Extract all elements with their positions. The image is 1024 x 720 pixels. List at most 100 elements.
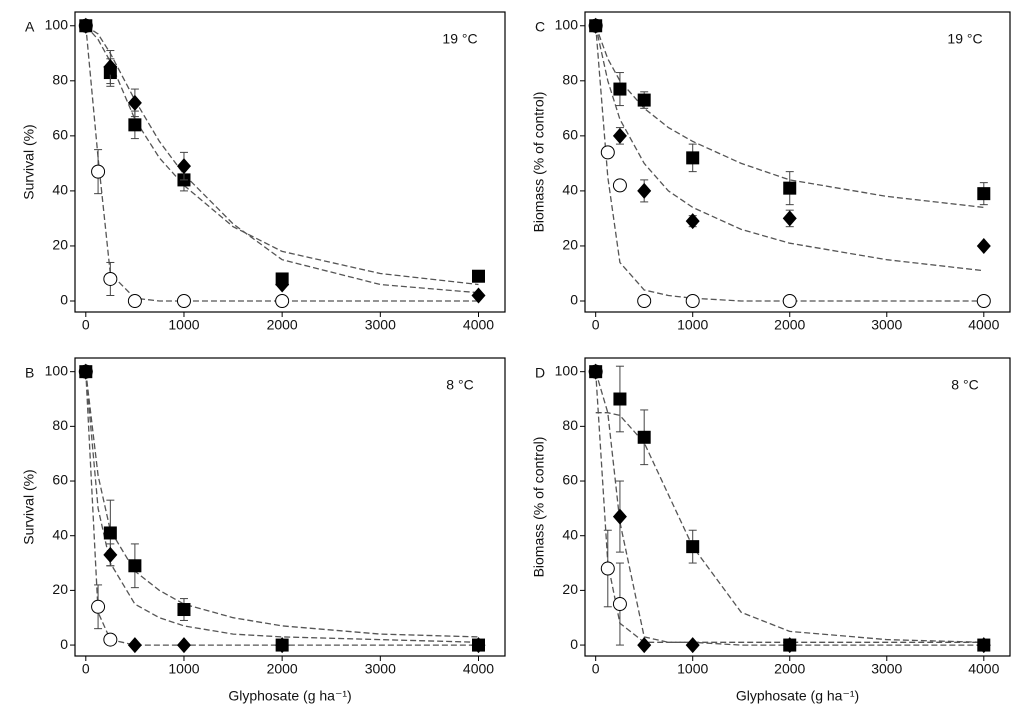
diamond-marker	[127, 94, 142, 111]
diamond-marker	[612, 127, 627, 144]
circle-marker	[782, 293, 797, 308]
y-tick-label: 40	[562, 526, 578, 542]
x-tick-label: 3000	[365, 661, 396, 677]
y-axis-label: Survival (%)	[21, 469, 37, 544]
diamond-marker	[588, 363, 603, 380]
x-axis-label: Glyphosate (g ha⁻¹)	[736, 688, 859, 704]
panel: 0 1000 2000 3000 4000 0 20 40 60 80 100 C 19 °C Bioma…	[531, 11, 1011, 333]
circle-marker	[91, 164, 106, 179]
x-tick-label: 1000	[168, 661, 199, 677]
diamond-marker	[176, 158, 191, 175]
y-tick-label: 0	[570, 636, 578, 652]
square-marker	[637, 430, 651, 444]
y-tick-label: 100	[45, 362, 69, 378]
y-tick-label: 20	[52, 581, 68, 597]
y-axis-label: Biomass (% of control)	[531, 437, 547, 578]
plot-frame	[74, 357, 506, 657]
circle-marker	[976, 293, 991, 308]
x-tick-label: 1000	[677, 317, 708, 333]
square-marker	[686, 151, 700, 165]
square-marker	[977, 187, 991, 201]
fit-curve	[85, 25, 479, 294]
square-marker	[637, 93, 651, 107]
x-tick-label: 3000	[365, 317, 396, 333]
plot-frame	[584, 11, 1011, 313]
x-tick-label: 0	[592, 317, 600, 333]
x-tick-label: 2000	[774, 317, 805, 333]
y-axis-label: Survival (%)	[21, 124, 37, 199]
diamond-marker	[78, 17, 93, 34]
square-marker	[471, 269, 485, 283]
circle-marker	[685, 293, 700, 308]
y-tick-label: 0	[570, 292, 578, 308]
diamond-marker	[782, 210, 797, 227]
fit-curve	[85, 371, 479, 646]
y-axis-label: Biomass (% of control)	[531, 92, 547, 233]
diamond-marker	[588, 17, 603, 34]
y-tick-label: 80	[52, 417, 68, 433]
y-tick-label: 0	[60, 636, 68, 652]
y-tick-label: 100	[555, 16, 579, 32]
square-marker	[613, 82, 627, 96]
square-marker	[128, 559, 142, 573]
circle-marker	[103, 271, 118, 286]
fit-curve	[595, 25, 984, 302]
panel-label: C	[535, 19, 545, 35]
diamond-marker	[78, 363, 93, 380]
circle-marker	[275, 293, 290, 308]
diamond-marker	[471, 287, 486, 304]
y-tick-label: 60	[52, 127, 68, 143]
square-marker	[783, 181, 797, 195]
diamond-marker	[612, 508, 627, 525]
x-tick-label: 4000	[968, 661, 999, 677]
panel: 0 1000 2000 3000 4000 0 20 40 60 80 100 B 8 °C Surviv…	[21, 357, 506, 704]
circle-marker	[91, 599, 106, 614]
fit-curve	[595, 371, 984, 646]
y-tick-label: 80	[52, 72, 68, 88]
y-tick-label: 60	[562, 472, 578, 488]
fit-curve	[595, 25, 984, 209]
y-tick-label: 20	[562, 237, 578, 253]
circle-marker	[612, 178, 627, 193]
x-tick-label: 3000	[871, 661, 902, 677]
circle-marker	[637, 293, 652, 308]
annotation: 8 °C	[951, 377, 978, 393]
square-marker	[686, 540, 700, 554]
panel-label: D	[535, 365, 545, 381]
y-tick-label: 40	[562, 182, 578, 198]
x-axis-label: Glyphosate (g ha⁻¹)	[228, 688, 351, 704]
circle-marker	[612, 597, 627, 612]
square-marker	[128, 118, 142, 132]
diamond-marker	[637, 182, 652, 199]
fit-curve	[85, 25, 479, 286]
x-tick-label: 0	[592, 661, 600, 677]
x-tick-label: 2000	[267, 661, 298, 677]
y-tick-label: 100	[555, 362, 579, 378]
fit-curve	[595, 25, 984, 272]
panel: 0 1000 2000 3000 4000 0 20 40 60 80 100 A 19 °C Survi…	[21, 11, 506, 333]
fit-curve	[595, 371, 984, 643]
fit-curve	[85, 371, 479, 643]
diamond-marker	[275, 637, 290, 654]
x-tick-label: 0	[82, 661, 90, 677]
diamond-marker	[103, 546, 118, 563]
diamond-marker	[103, 59, 118, 76]
plot-frame	[584, 357, 1011, 657]
x-tick-label: 4000	[463, 661, 494, 677]
fit-curve	[85, 25, 479, 302]
y-tick-label: 20	[562, 581, 578, 597]
circle-marker	[600, 561, 615, 576]
circle-marker	[103, 632, 118, 647]
x-tick-label: 4000	[968, 317, 999, 333]
diamond-marker	[685, 213, 700, 230]
y-tick-label: 80	[562, 417, 578, 433]
square-marker	[177, 603, 191, 617]
x-tick-label: 2000	[267, 317, 298, 333]
y-tick-label: 100	[45, 16, 69, 32]
diamond-marker	[127, 637, 142, 654]
panel-label: A	[25, 19, 35, 35]
x-tick-label: 3000	[871, 317, 902, 333]
diamond-marker	[976, 237, 991, 254]
diamond-marker	[637, 637, 652, 654]
